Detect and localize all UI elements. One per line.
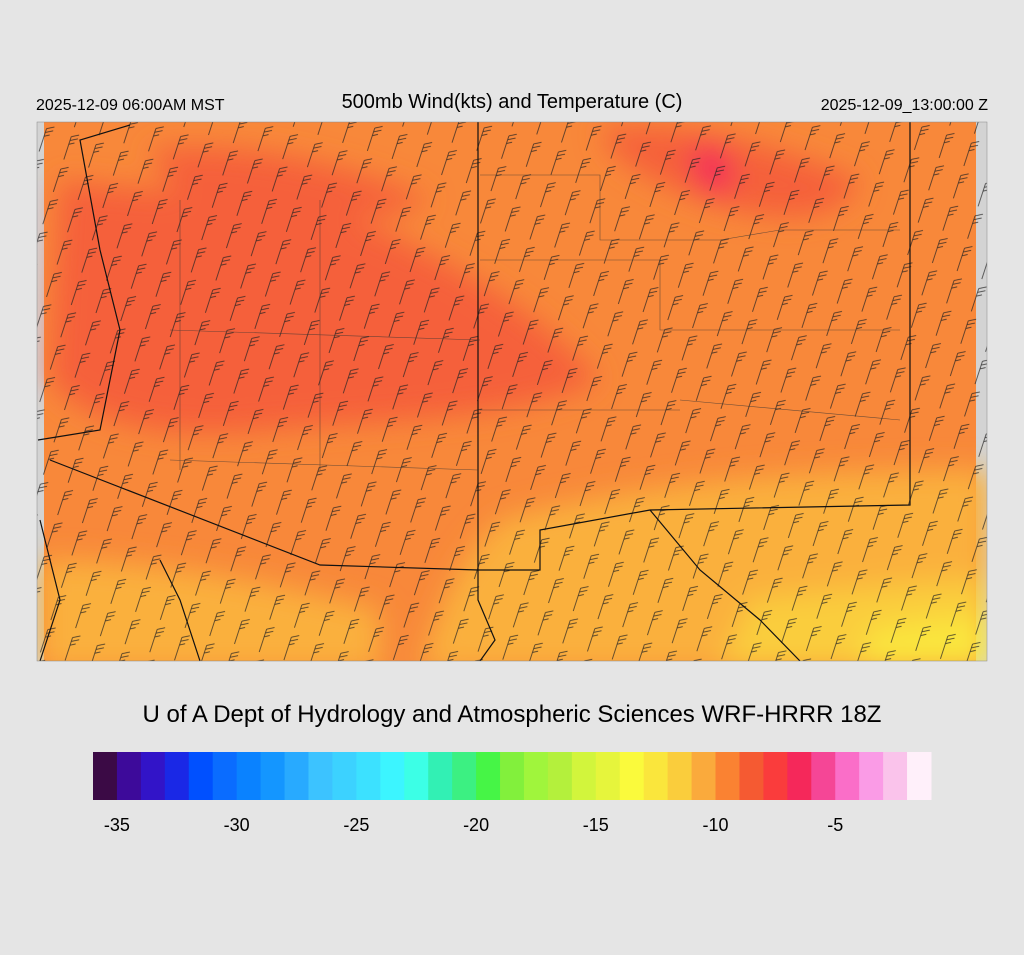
colorbar-tick-label: -25 (343, 815, 369, 835)
colorbar-swatch (667, 752, 693, 800)
colorbar-tick-label: -35 (104, 815, 130, 835)
colorbar-tick-label: -10 (703, 815, 729, 835)
colorbar-swatch (691, 752, 717, 800)
colorbar-swatch (763, 752, 788, 800)
colorbar-swatch (715, 752, 740, 800)
colorbar-swatch (547, 752, 573, 800)
temperature-field (37, 122, 987, 661)
colorbar-swatch (404, 752, 429, 800)
colorbar-swatch (811, 752, 836, 800)
colorbar-swatch (308, 752, 333, 800)
colorbar-swatch (835, 752, 860, 800)
colorbar-swatch (787, 752, 812, 800)
colorbar-swatch (883, 752, 908, 800)
colorbar-swatch (356, 752, 381, 800)
colorbar-swatch (260, 752, 286, 800)
colorbar-swatch (164, 752, 190, 800)
colorbar-swatch (188, 752, 214, 800)
valid-time-utc: 2025-12-09_13:00:00 Z (821, 97, 988, 114)
colorbar-swatch (859, 752, 884, 800)
colorbar-swatch (643, 752, 669, 800)
colorbar-swatch (140, 752, 166, 800)
colorbar-swatch (116, 752, 142, 800)
colorbar-swatch (236, 752, 262, 800)
colorbar-tick-label: -5 (827, 815, 843, 835)
colorbar-tick-label: -30 (224, 815, 250, 835)
colorbar-swatch (212, 752, 238, 800)
colorbar-swatch (739, 752, 764, 800)
colorbar-swatch (619, 752, 645, 800)
colorbar-swatch (452, 752, 477, 800)
credit: U of A Dept of Hydrology and Atmospheric… (143, 701, 882, 728)
colorbar-swatch (428, 752, 453, 800)
colorbar-swatch (284, 752, 309, 800)
colorbar-swatch (93, 752, 118, 800)
colorbar-swatch (571, 752, 597, 800)
colorbar-swatch (380, 752, 405, 800)
colorbar-tick-label: -15 (583, 815, 609, 835)
colorbar-swatch (500, 752, 525, 800)
colorbar-tick-label: -20 (463, 815, 489, 835)
colorbar: -35 -30 -25 -20 -15 -10 -5 (93, 752, 932, 835)
valid-time-local: 2025-12-09 06:00AM MST (36, 97, 225, 114)
map-frame (36, 121, 988, 662)
map-title: 500mb Wind(kts) and Temperature (C) (342, 91, 683, 113)
colorbar-swatch (523, 752, 549, 800)
colorbar-swatch (907, 752, 932, 800)
colorbar-swatch (332, 752, 357, 800)
colorbar-swatch (595, 752, 621, 800)
colorbar-swatch (476, 752, 501, 800)
